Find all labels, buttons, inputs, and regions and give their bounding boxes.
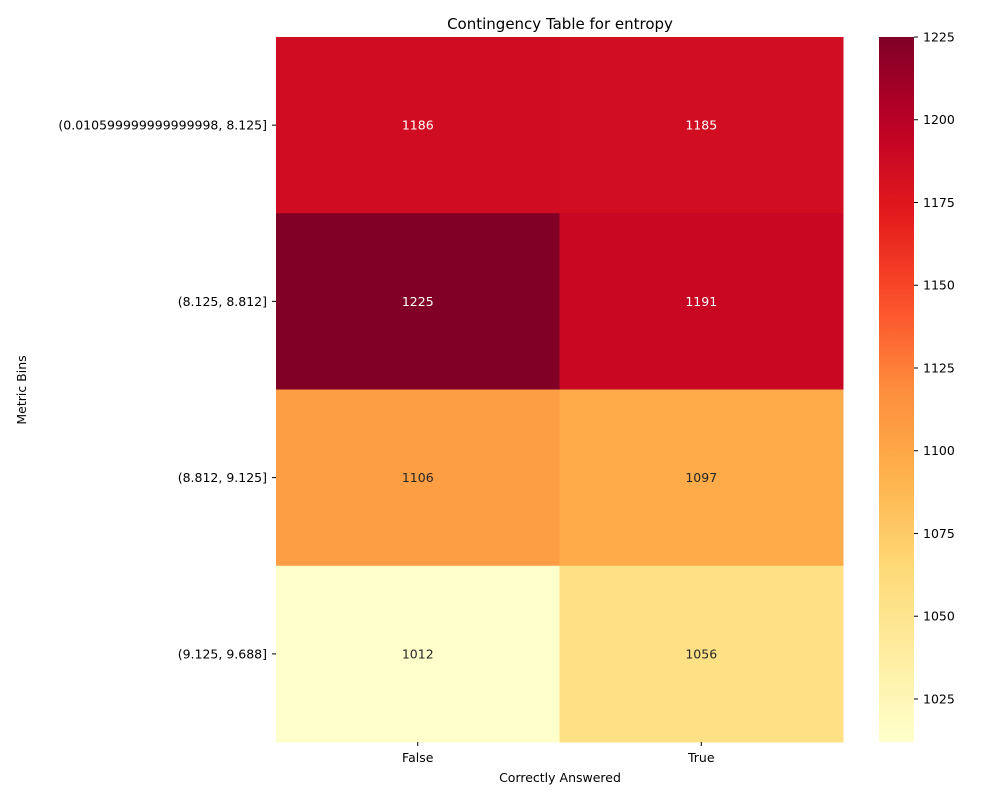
cell-value-label: 1097 (685, 470, 717, 485)
colorbar-tick-label: 1025 (923, 691, 955, 706)
colorbar-tick-label: 1075 (923, 526, 955, 541)
colorbar-tick-label: 1050 (923, 609, 955, 624)
heatmap-cell (276, 213, 560, 390)
colorbar: 1025 1050 1075 1100 1125 1150 1175 1200 1225 (879, 30, 955, 742)
colorbar-tick-label: 1200 (923, 112, 955, 127)
heatmap-cell (276, 565, 560, 743)
colorbar-tick-label: 1175 (923, 195, 955, 210)
x-tick-label: False (402, 750, 434, 765)
x-axis: False True (402, 742, 715, 765)
y-axis: (0.010599999999999998, 8.125] (8.125, 8.8… (58, 118, 276, 661)
y-tick-label: (0.010599999999999998, 8.125] (58, 118, 267, 133)
cell-value-label: 1225 (402, 294, 434, 309)
colorbar-tick-label: 1225 (923, 30, 955, 45)
heatmap-cells: 1186 1185 1225 1191 1106 1097 1012 1056 (276, 37, 844, 743)
y-axis-label: Metric Bins (14, 355, 29, 424)
cell-value-label: 1185 (685, 118, 717, 133)
cell-value-label: 1106 (402, 470, 434, 485)
cell-value-label: 1186 (402, 118, 434, 133)
y-tick-label: (9.125, 9.688] (178, 646, 267, 661)
heatmap-cell (276, 389, 560, 567)
colorbar-tick-label: 1125 (923, 360, 955, 375)
x-axis-label: Correctly Answered (499, 770, 621, 785)
heatmap-cell (559, 37, 844, 214)
chart-title: Contingency Table for entropy (447, 15, 673, 33)
y-tick-label: (8.812, 9.125] (178, 470, 267, 485)
cell-value-label: 1012 (402, 646, 434, 661)
heatmap-cell (559, 389, 844, 567)
colorbar-gradient (879, 37, 914, 742)
colorbar-tick-label: 1100 (923, 443, 955, 458)
heatmap-cell (559, 213, 844, 390)
cell-value-label: 1191 (685, 294, 717, 309)
y-tick-label: (8.125, 8.812] (178, 294, 267, 309)
colorbar-ticks: 1025 1050 1075 1100 1125 1150 1175 1200 1225 (914, 30, 955, 706)
heatmap-cell (276, 37, 560, 214)
colorbar-tick-label: 1150 (923, 278, 955, 293)
cell-value-label: 1056 (685, 646, 717, 661)
heatmap-cell (559, 565, 844, 743)
x-tick-label: True (687, 750, 715, 765)
